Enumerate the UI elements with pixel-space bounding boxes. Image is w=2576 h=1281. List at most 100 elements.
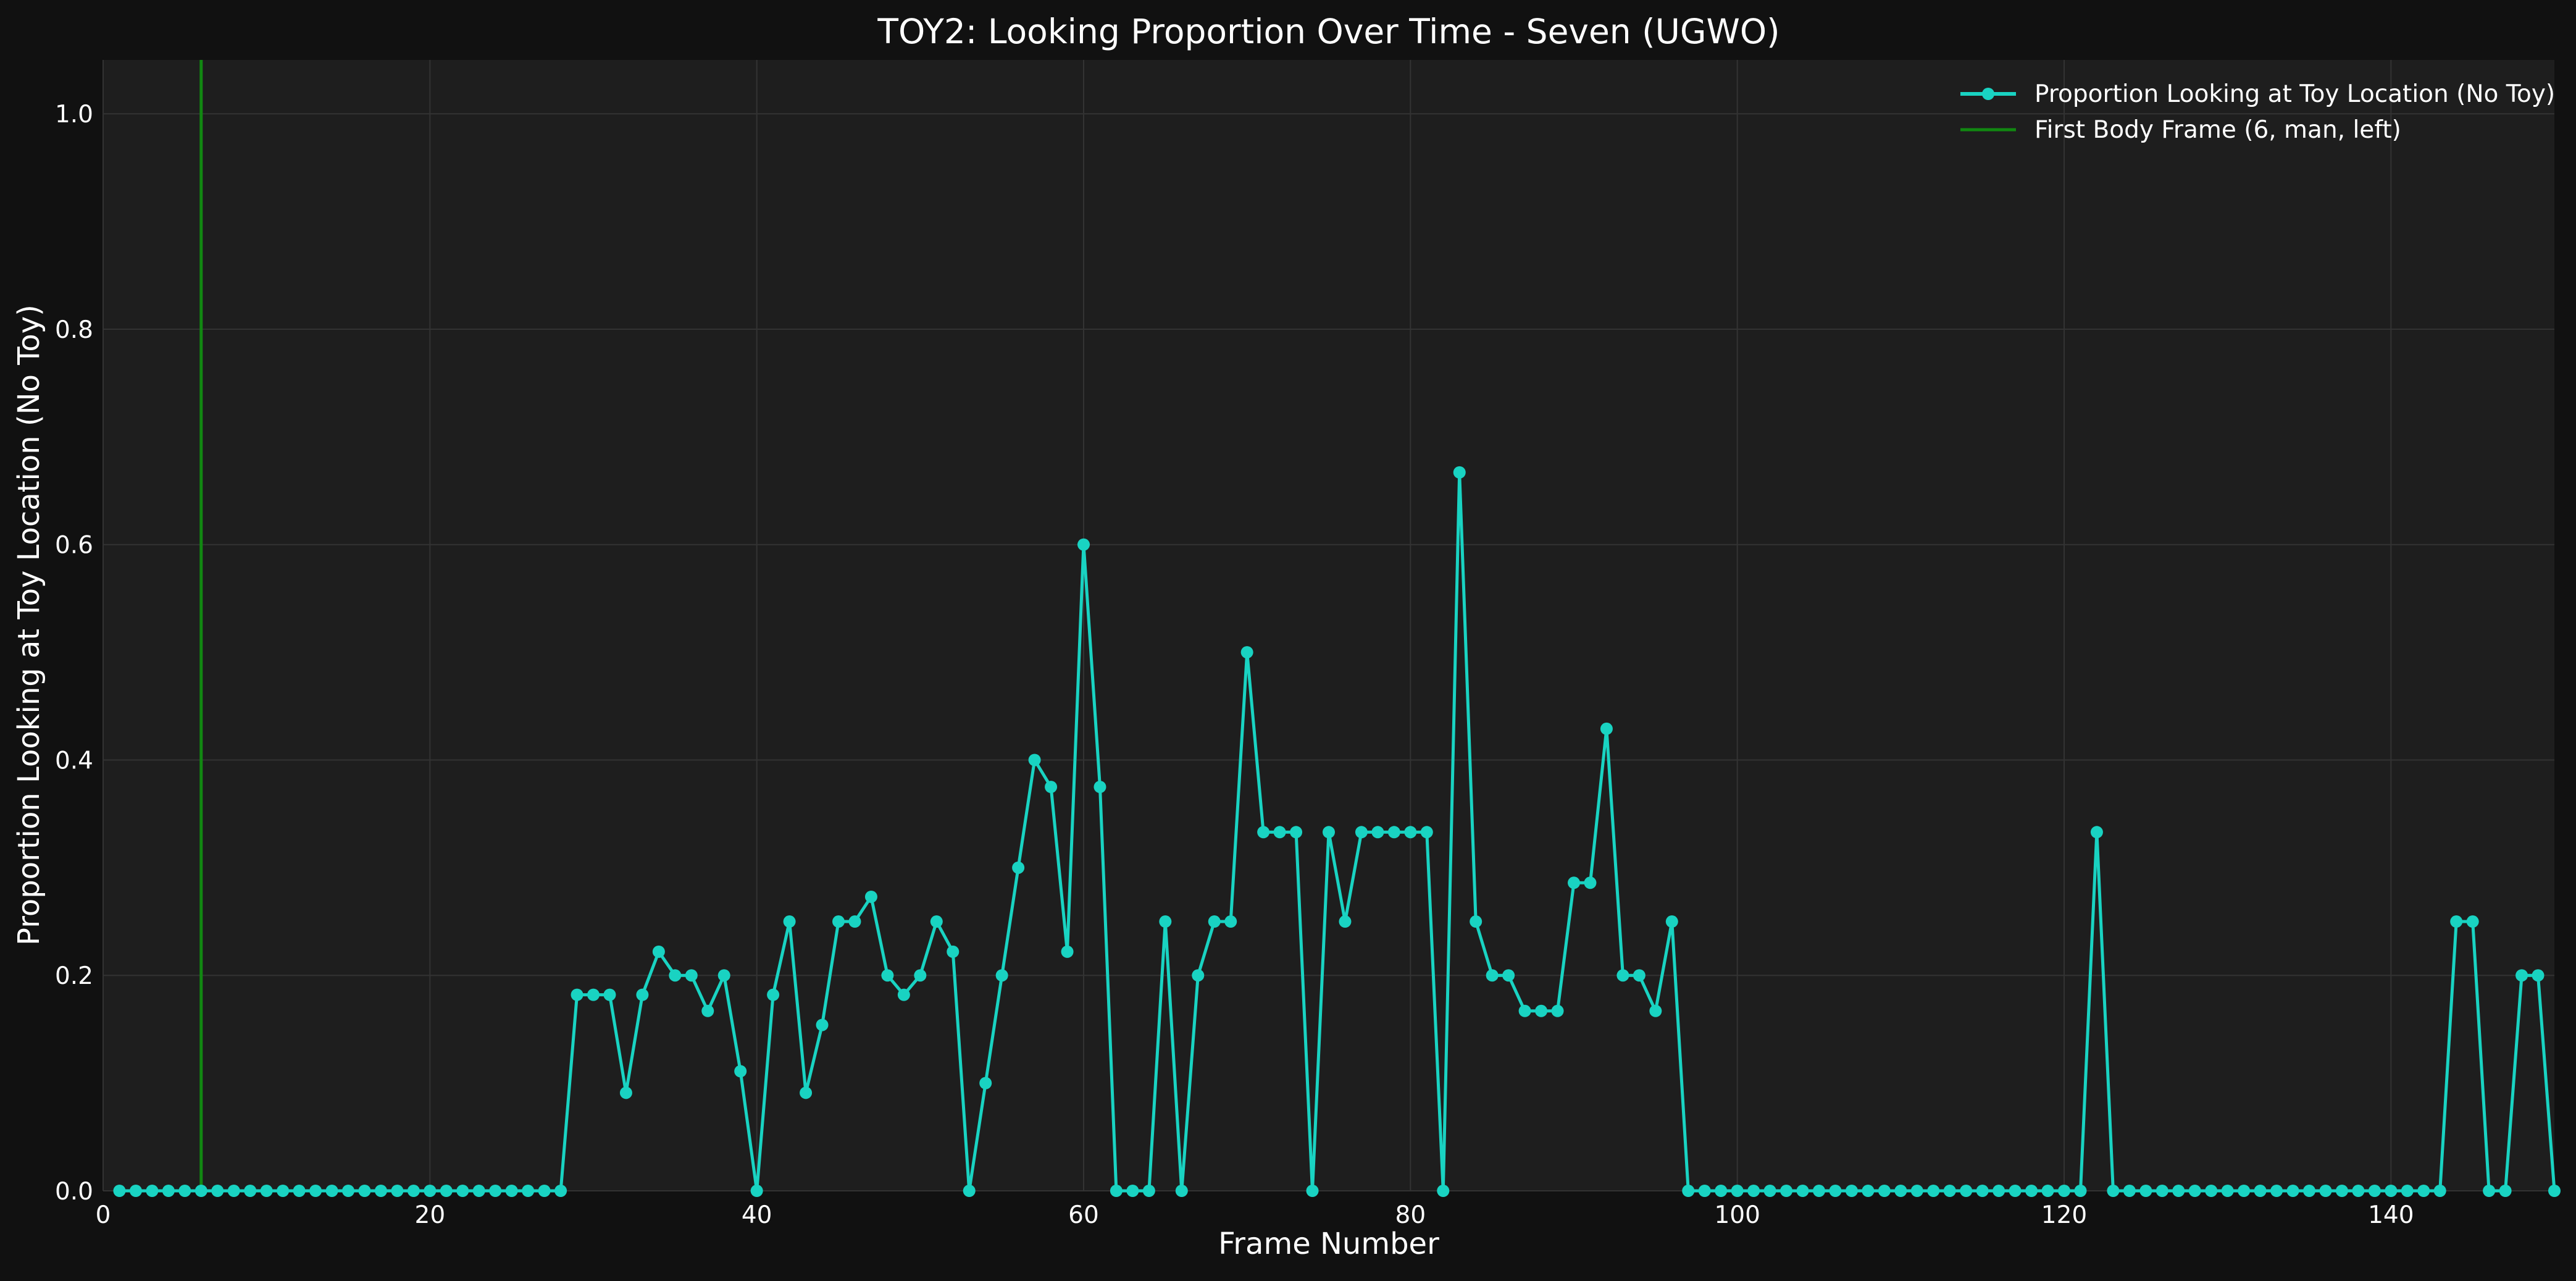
data-point <box>1796 1185 1809 1197</box>
data-point <box>211 1185 224 1197</box>
data-point <box>2139 1185 2152 1197</box>
data-point <box>2548 1185 2561 1197</box>
y-axis-label: Proportion Looking at Toy Location (No T… <box>12 304 46 946</box>
data-point <box>1747 1185 1760 1197</box>
data-point <box>930 915 943 928</box>
data-point <box>1110 1185 1123 1197</box>
data-point <box>1323 826 1335 839</box>
data-point <box>2123 1185 2136 1197</box>
data-point <box>129 1185 142 1197</box>
data-point <box>162 1185 175 1197</box>
data-point <box>2417 1185 2430 1197</box>
y-tick-label: 0.4 <box>55 747 93 775</box>
data-point <box>1486 969 1499 982</box>
data-point <box>2009 1185 2022 1197</box>
data-point <box>800 1086 813 1099</box>
legend-series-label: Proportion Looking at Toy Location (No T… <box>2034 80 2555 108</box>
data-point <box>440 1185 453 1197</box>
data-point <box>1240 646 1253 659</box>
data-point <box>2172 1185 2185 1197</box>
data-point <box>701 1004 714 1017</box>
data-point <box>2515 969 2528 982</box>
x-tick-label: 80 <box>1395 1201 1426 1229</box>
data-point <box>783 915 796 928</box>
data-point <box>1715 1185 1728 1197</box>
y-tick-label: 0.8 <box>55 316 93 344</box>
series-layer <box>113 466 2561 1197</box>
data-point <box>914 969 927 982</box>
data-point <box>1142 1185 1155 1197</box>
data-point <box>2074 1185 2087 1197</box>
data-point <box>979 1077 992 1090</box>
data-point <box>1813 1185 1825 1197</box>
data-point <box>2025 1185 2038 1197</box>
data-point <box>2270 1185 2283 1197</box>
data-point <box>947 945 960 958</box>
data-point <box>227 1185 240 1197</box>
data-point <box>1339 915 1352 928</box>
data-point <box>2238 1185 2251 1197</box>
data-point <box>342 1185 354 1197</box>
data-point <box>1453 466 1466 479</box>
data-point <box>1993 1185 2005 1197</box>
x-tick-label: 140 <box>2368 1201 2414 1229</box>
data-point <box>146 1185 159 1197</box>
data-point <box>881 969 894 982</box>
data-point <box>1404 826 1417 839</box>
data-point <box>1355 826 1368 839</box>
data-point <box>1665 915 1678 928</box>
data-point <box>897 988 910 1001</box>
y-tick-label: 0.2 <box>55 962 93 990</box>
data-point <box>2090 826 2103 839</box>
data-point <box>603 988 616 1001</box>
data-point <box>456 1185 469 1197</box>
data-point <box>1731 1185 1744 1197</box>
data-point <box>391 1185 404 1197</box>
legend: Proportion Looking at Toy Location (No T… <box>1960 80 2555 144</box>
data-point <box>1420 826 1433 839</box>
data-point <box>1845 1185 1858 1197</box>
data-point <box>178 1185 191 1197</box>
data-point <box>505 1185 518 1197</box>
data-point <box>619 1086 632 1099</box>
data-point <box>1175 1185 1188 1197</box>
data-point <box>1208 915 1221 928</box>
data-point <box>260 1185 273 1197</box>
data-point <box>2401 1185 2414 1197</box>
data-point <box>1698 1185 1711 1197</box>
data-point <box>1273 826 1286 839</box>
data-point <box>963 1185 976 1197</box>
data-point <box>832 915 845 928</box>
data-point <box>1094 781 1106 794</box>
data-point <box>2303 1185 2315 1197</box>
data-point <box>522 1185 535 1197</box>
data-point <box>1862 1185 1875 1197</box>
data-point <box>1633 969 1646 982</box>
data-point <box>1028 754 1041 766</box>
legend-series-marker <box>1982 88 1994 100</box>
data-point <box>1061 945 1074 958</box>
data-point <box>1045 781 1058 794</box>
data-point <box>1551 1004 1564 1017</box>
data-point <box>2499 1185 2512 1197</box>
data-point <box>2385 1185 2398 1197</box>
data-point <box>685 969 698 982</box>
data-point <box>1077 538 1090 551</box>
data-point <box>1960 1185 1973 1197</box>
data-point <box>2532 969 2545 982</box>
data-point <box>1126 1185 1139 1197</box>
data-point <box>2450 915 2463 928</box>
data-point <box>767 988 780 1001</box>
data-point <box>1976 1185 1989 1197</box>
y-tick-label: 0.0 <box>55 1178 93 1206</box>
data-point <box>1470 915 1482 928</box>
y-tick-label: 1.0 <box>55 101 93 128</box>
data-point <box>244 1185 257 1197</box>
data-point <box>1257 826 1270 839</box>
data-point <box>2254 1185 2267 1197</box>
data-point <box>587 988 600 1001</box>
data-point <box>864 890 877 903</box>
data-point <box>1584 876 1597 889</box>
data-point <box>1894 1185 1907 1197</box>
